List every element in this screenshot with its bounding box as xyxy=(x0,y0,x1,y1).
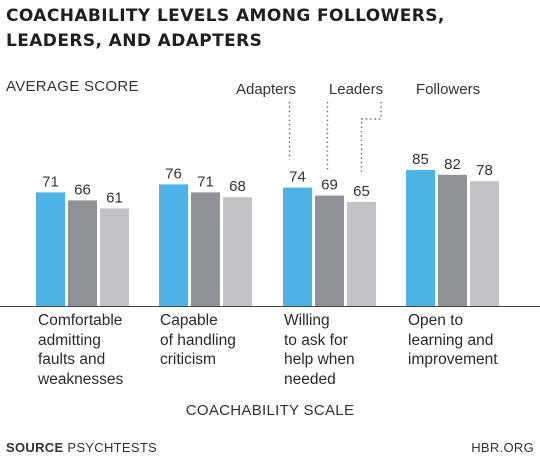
bar-adapters-2 xyxy=(159,184,188,306)
source-note: SOURCE PSYCHTESTS xyxy=(6,440,157,455)
x-axis-label: COACHABILITY SCALE xyxy=(185,402,355,419)
bar-followers-3 xyxy=(347,202,376,306)
bar-followers-1 xyxy=(100,208,129,306)
bar-leaders-4 xyxy=(438,174,467,306)
value-label-followers-2: 68 xyxy=(229,178,246,195)
bar-adapters-1 xyxy=(36,192,65,306)
category-label-3: Willing to ask for help when needed xyxy=(284,312,355,388)
publisher-label: HBR.ORG xyxy=(471,440,534,455)
value-label-leaders-3: 69 xyxy=(321,177,338,194)
bar-leaders-2 xyxy=(191,192,220,306)
category-label-2: Capable of handling criticism xyxy=(160,312,236,368)
legend-label-leaders: Leaders xyxy=(329,81,383,98)
category-label-4: Open to learning and improvement xyxy=(408,312,498,368)
legend-leader-line-followers xyxy=(360,102,382,174)
y-axis-label: AVERAGE SCORE xyxy=(6,78,139,95)
value-label-leaders-1: 66 xyxy=(74,181,91,198)
value-label-leaders-4: 82 xyxy=(444,156,461,173)
value-label-adapters-2: 76 xyxy=(165,165,182,182)
bar-adapters-3 xyxy=(283,187,312,306)
bar-leaders-3 xyxy=(315,195,344,306)
legend-label-followers: Followers xyxy=(416,81,480,98)
value-label-adapters-4: 85 xyxy=(412,151,429,168)
category-label-1: Comfortable admitting faults and weaknes… xyxy=(38,312,124,388)
value-label-adapters-3: 74 xyxy=(289,169,306,186)
bar-followers-2 xyxy=(223,197,252,306)
value-label-adapters-1: 71 xyxy=(42,173,59,190)
bar-adapters-4 xyxy=(406,170,435,306)
chart-title: COACHABILITY LEVELS AMONG FOLLOWERS, LEA… xyxy=(6,4,526,54)
value-label-followers-4: 78 xyxy=(476,162,493,179)
legend-label-adapters: Adapters xyxy=(236,81,296,98)
bar-followers-4 xyxy=(470,181,499,306)
source-label: SOURCE xyxy=(6,440,64,455)
value-label-leaders-2: 71 xyxy=(197,173,214,190)
chart-title-line-1: COACHABILITY LEVELS AMONG FOLLOWERS, xyxy=(6,6,445,26)
value-label-followers-3: 65 xyxy=(353,183,370,200)
bar-leaders-1 xyxy=(68,200,97,306)
source-text: PSYCHTESTS xyxy=(67,440,158,455)
value-label-followers-1: 61 xyxy=(106,189,123,206)
chart-title-line-2: LEADERS, AND ADAPTERS xyxy=(6,31,263,51)
